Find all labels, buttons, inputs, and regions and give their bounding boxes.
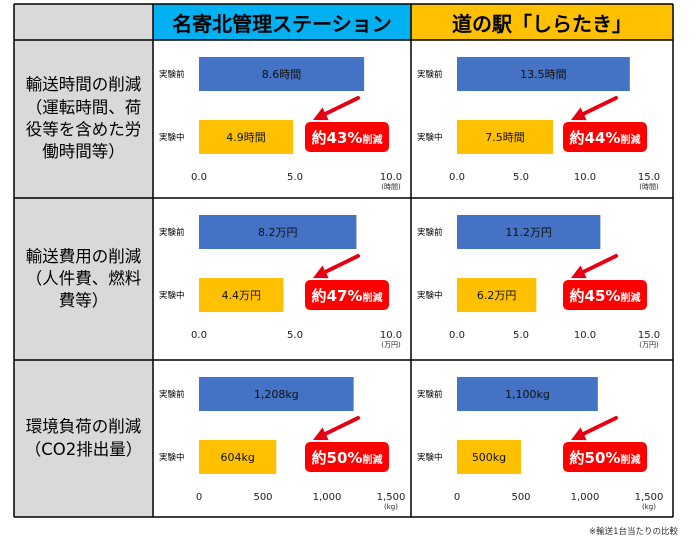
reduction-text: 約43%削減 bbox=[312, 129, 383, 147]
callout-arrow-head bbox=[313, 265, 329, 279]
category-label: 実験中 bbox=[159, 132, 185, 143]
axis-unit: (kg) bbox=[384, 503, 398, 511]
data-label: 6.2万円 bbox=[477, 289, 517, 302]
category-label: 実験中 bbox=[417, 290, 443, 301]
column-header-shirataki: 道の駅「しらたき」 bbox=[411, 4, 673, 40]
reduction-callout bbox=[563, 280, 647, 310]
category-label: 実験前 bbox=[417, 69, 443, 80]
tick-label: 1,000 bbox=[313, 492, 342, 503]
footnote: ※輸送1台当たりの比較 bbox=[588, 527, 678, 537]
tick-label: 5.0 bbox=[513, 172, 529, 183]
tick-label: 10.0 bbox=[574, 172, 596, 183]
tick-label: 5.0 bbox=[287, 330, 303, 341]
reduction-text: 約50%削減 bbox=[570, 449, 641, 467]
category-label: 実験前 bbox=[417, 227, 443, 238]
data-label: 7.5時間 bbox=[485, 131, 525, 144]
reduction-callout bbox=[563, 122, 647, 152]
bar bbox=[199, 377, 354, 411]
tick-label: 0.0 bbox=[449, 330, 465, 341]
bar bbox=[457, 377, 598, 411]
tick-label: 0.0 bbox=[191, 172, 207, 183]
tick-label: 5.0 bbox=[287, 172, 303, 183]
callout-arrow-head bbox=[571, 427, 587, 441]
data-label: 1,100kg bbox=[505, 388, 550, 401]
tick-label: 500 bbox=[511, 492, 530, 503]
tick-label: 15.0 bbox=[638, 330, 660, 341]
data-label: 500kg bbox=[472, 451, 506, 464]
data-label: 1,208kg bbox=[254, 388, 299, 401]
category-label: 実験前 bbox=[159, 227, 185, 238]
category-label: 実験前 bbox=[417, 389, 443, 400]
reduction-text: 約44%削減 bbox=[570, 129, 641, 147]
bar bbox=[457, 57, 630, 91]
tick-label: 1,500 bbox=[377, 492, 406, 503]
reduction-callout bbox=[305, 122, 389, 152]
tick-label: 0.0 bbox=[191, 330, 207, 341]
tick-label: 1,500 bbox=[635, 492, 664, 503]
bar bbox=[457, 120, 553, 154]
data-label: 13.5時間 bbox=[520, 68, 567, 81]
category-label: 実験前 bbox=[159, 389, 185, 400]
axis-unit: (時間) bbox=[639, 183, 659, 191]
tick-label: 5.0 bbox=[513, 330, 529, 341]
reduction-callout bbox=[563, 442, 647, 472]
callout-arrow-head bbox=[313, 107, 329, 121]
callout-arrow-head bbox=[571, 265, 587, 279]
tick-label: 15.0 bbox=[638, 172, 660, 183]
data-label: 4.4万円 bbox=[221, 289, 261, 302]
corner-cell bbox=[14, 4, 153, 40]
tick-label: 10.0 bbox=[380, 330, 402, 341]
callout-arrow-head bbox=[571, 107, 587, 121]
bar bbox=[199, 278, 284, 312]
data-label: 604kg bbox=[220, 451, 254, 464]
category-label: 実験中 bbox=[417, 452, 443, 463]
reduction-callout bbox=[305, 442, 389, 472]
bar bbox=[457, 215, 601, 249]
category-label: 実験前 bbox=[159, 69, 185, 80]
tick-label: 0.0 bbox=[449, 172, 465, 183]
tick-label: 0 bbox=[454, 492, 460, 503]
axis-unit: (時間) bbox=[381, 183, 401, 191]
data-label: 4.9時間 bbox=[226, 131, 266, 144]
bar bbox=[199, 440, 277, 474]
category-label: 実験中 bbox=[159, 290, 185, 301]
data-label: 8.2万円 bbox=[258, 226, 298, 239]
bar bbox=[199, 215, 357, 249]
bar bbox=[199, 120, 294, 154]
bar bbox=[457, 440, 521, 474]
column-header-nayoro: 名寄北管理ステーション bbox=[153, 4, 411, 40]
axis-unit: (万円) bbox=[639, 341, 659, 349]
tick-label: 1,000 bbox=[571, 492, 600, 503]
row-header-cost: 輸送費用の削減 （人件費、燃料費等） bbox=[14, 198, 153, 360]
reduction-text: 約47%削減 bbox=[312, 287, 383, 305]
tick-label: 10.0 bbox=[574, 330, 596, 341]
category-label: 実験中 bbox=[159, 452, 185, 463]
bar bbox=[199, 57, 365, 91]
category-label: 実験中 bbox=[417, 132, 443, 143]
reduction-text: 約45%削減 bbox=[570, 287, 641, 305]
reduction-callout bbox=[305, 280, 389, 310]
axis-unit: (kg) bbox=[642, 503, 656, 511]
tick-label: 0 bbox=[196, 492, 202, 503]
reduction-text: 約50%削減 bbox=[312, 449, 383, 467]
tick-label: 500 bbox=[253, 492, 272, 503]
tick-label: 10.0 bbox=[380, 172, 402, 183]
data-label: 11.2万円 bbox=[505, 226, 552, 239]
callout-arrow-head bbox=[313, 427, 329, 441]
row-header-co2: 環境負荷の削減 （CO2排出量） bbox=[14, 360, 153, 517]
data-label: 8.6時間 bbox=[262, 68, 302, 81]
axis-unit: (万円) bbox=[381, 341, 401, 349]
bar bbox=[457, 278, 537, 312]
row-header-time: 輸送時間の削減 （運転時間、荷役等を含めた労働時間等） bbox=[14, 40, 153, 198]
